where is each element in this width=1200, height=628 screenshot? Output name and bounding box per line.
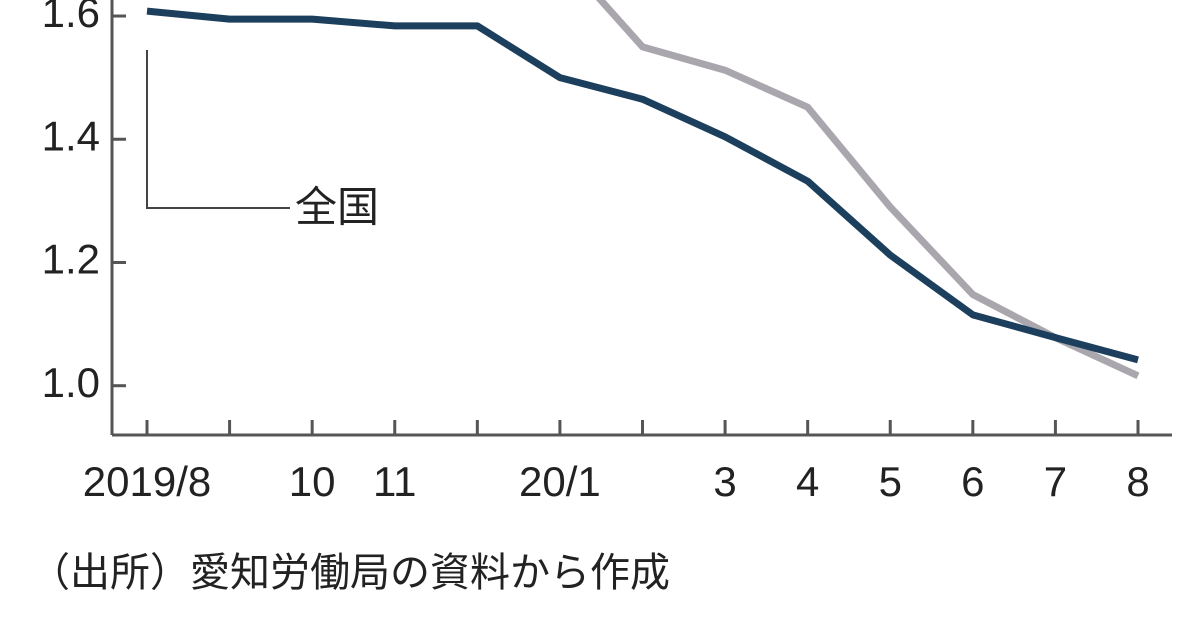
x-tick-label: 8 <box>1126 458 1149 505</box>
x-tick-label: 5 <box>879 458 902 505</box>
x-tick-label: 10 <box>289 458 336 505</box>
x-tick-label: 3 <box>713 458 736 505</box>
y-tick-label: 1.2 <box>42 236 100 283</box>
x-tick-label: 11 <box>373 458 417 505</box>
series-line <box>595 0 1140 380</box>
plot-area <box>146 0 1140 380</box>
annotation-leader <box>146 50 290 209</box>
x-tick-label: 20/1 <box>519 458 601 505</box>
x-tick-label: 6 <box>961 458 984 505</box>
y-tick-label: 1.4 <box>42 112 100 159</box>
series-line <box>146 7 1139 364</box>
x-tick-label: 2019/8 <box>83 458 211 505</box>
x-tick-label: 7 <box>1044 458 1067 505</box>
source-note: （出所）愛知労働局の資料から作成 <box>30 550 670 596</box>
y-tick-label: 1.0 <box>42 359 100 406</box>
series-annotation: 全国 <box>295 183 379 232</box>
y-tick-label: 1.6 <box>42 0 100 36</box>
x-tick-label: 4 <box>796 458 819 505</box>
